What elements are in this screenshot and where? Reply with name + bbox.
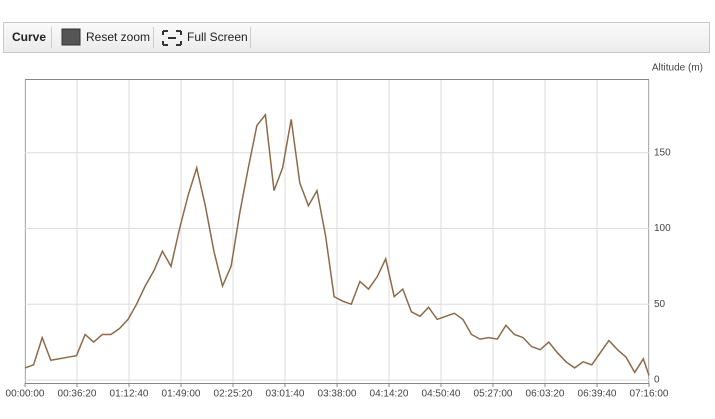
- x-tick-label: 01:12:40: [110, 389, 149, 400]
- y-tick-label: 100: [654, 223, 671, 234]
- toolbar-title: Curve: [12, 30, 46, 44]
- x-tick-label: 04:14:20: [370, 389, 409, 400]
- x-tick-label: 00:36:20: [58, 389, 97, 400]
- altitude-line: [24, 112, 650, 376]
- full-screen-button[interactable]: Full Screen: [187, 30, 248, 44]
- reset-zoom-button[interactable]: Reset zoom: [86, 30, 150, 44]
- x-tick-label: 01:49:00: [162, 389, 201, 400]
- x-tick-label: 07:16:00: [630, 389, 669, 400]
- x-tick-label: 05:27:00: [474, 389, 513, 400]
- y-axis-label: Altitude (m): [652, 63, 703, 74]
- x-tick-label: 06:03:20: [526, 389, 565, 400]
- x-tick-label: 06:39:40: [578, 389, 617, 400]
- y-tick-label: 0: [654, 375, 660, 386]
- reset-icon[interactable]: [61, 28, 81, 46]
- x-tick-label: 03:01:40: [266, 389, 305, 400]
- x-tick-label: 04:50:40: [422, 389, 461, 400]
- x-tick-label: 03:38:00: [318, 389, 357, 400]
- fullscreen-icon[interactable]: [162, 30, 182, 46]
- x-tick-label: 00:00:00: [6, 389, 45, 400]
- y-tick-label: 50: [654, 299, 666, 310]
- toolbar: [3, 22, 710, 53]
- x-tick-label: 02:25:20: [214, 389, 253, 400]
- y-tick-label: 150: [654, 147, 671, 158]
